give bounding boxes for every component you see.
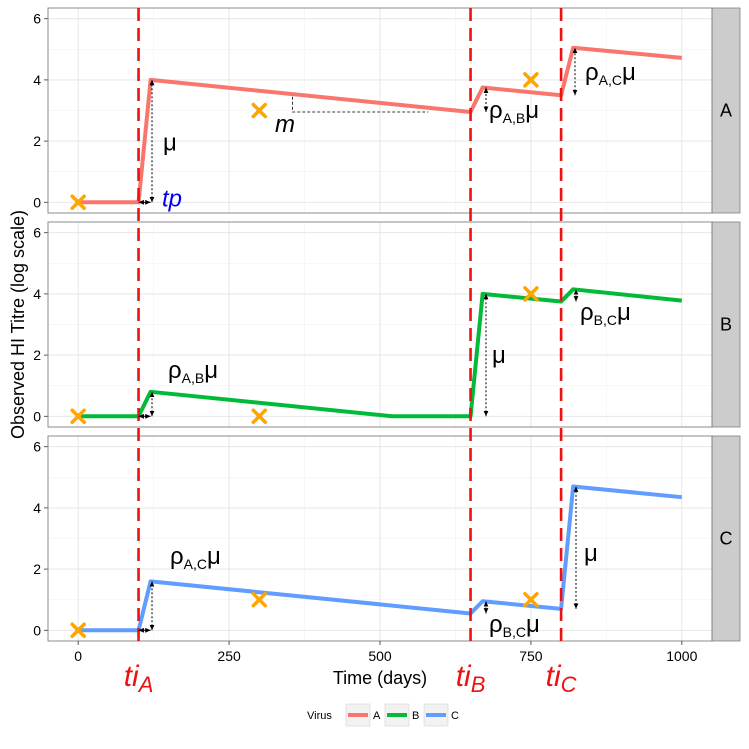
- observation-point: [251, 591, 268, 608]
- x-tick-label: 500: [368, 648, 392, 664]
- rho-label-AC-A: ρA,Cμ: [585, 59, 636, 88]
- legend-label-A: A: [373, 710, 381, 722]
- y-tick-label: 0: [33, 622, 41, 638]
- panel-B: B 0 2 4 6: [33, 221, 741, 428]
- observation-point: [70, 194, 86, 211]
- facet-strip: [711, 7, 741, 214]
- rho-label-AC-C: ρA,Cμ: [170, 543, 221, 572]
- y-axis-title: Observed HI Titre (log scale): [8, 210, 28, 439]
- y-tick-label: 2: [33, 561, 41, 577]
- y-tick-label: 6: [33, 11, 41, 27]
- y-tick-label: 4: [33, 72, 41, 88]
- x-axis-title: Time (days): [333, 668, 427, 688]
- observation-point: [70, 622, 86, 639]
- observation-point: [251, 102, 268, 119]
- panel-border: [47, 7, 713, 214]
- x-tick-label: 750: [519, 648, 543, 664]
- mu-label-B: μ: [492, 342, 506, 369]
- facet-strip-label: B: [720, 315, 732, 335]
- facet-strip-label: A: [720, 101, 732, 121]
- infection-label-B: tiB: [456, 660, 486, 697]
- observation-point: [251, 408, 268, 425]
- tp-label: tp: [162, 185, 182, 212]
- observation-point: [523, 591, 539, 608]
- panel-C: C 0 2 4 6: [33, 435, 741, 642]
- y-tick-label: 4: [33, 286, 41, 302]
- slope-marker: [292, 96, 429, 113]
- y-tick-label: 2: [33, 133, 41, 149]
- rho-label-AB-A: ρA,Bμ: [489, 97, 539, 126]
- y-tick-label: 4: [33, 500, 41, 516]
- x-tick-label: 1000: [666, 648, 697, 664]
- observation-point: [523, 286, 539, 302]
- panel-A: A 0 2 4 6: [33, 7, 741, 214]
- rho-label-BC-C: ρB,Cμ: [489, 611, 540, 640]
- panel-border: [47, 221, 713, 428]
- legend: Virus A B C: [307, 703, 459, 727]
- m-label: m: [275, 111, 295, 138]
- mu-label-A: μ: [163, 129, 177, 156]
- y-tick-label: 6: [33, 439, 41, 455]
- y-tick-label: 6: [33, 225, 41, 241]
- observation-point: [523, 72, 539, 88]
- series-line-C: [78, 484, 683, 633]
- y-tick-label: 2: [33, 347, 41, 363]
- y-tick-label: 0: [33, 194, 41, 210]
- legend-label-B: B: [412, 710, 419, 722]
- infection-label-C: tiC: [546, 660, 577, 697]
- rho-label-AB-B: ρA,Bμ: [168, 357, 218, 386]
- mu-label-C: μ: [584, 540, 598, 567]
- facet-strip-label: C: [720, 529, 733, 549]
- legend-title: Virus: [307, 710, 332, 722]
- y-tick-label: 0: [33, 408, 41, 424]
- series-line-A: [78, 45, 683, 205]
- legend-label-C: C: [451, 710, 459, 722]
- rho-label-BC-B: ρB,Cμ: [580, 299, 631, 328]
- facet-strip: [711, 221, 741, 428]
- observation-point: [70, 408, 86, 425]
- x-tick-label: 0: [74, 648, 82, 664]
- infection-label-A: tiA: [124, 660, 154, 697]
- x-tick-label: 250: [217, 648, 241, 664]
